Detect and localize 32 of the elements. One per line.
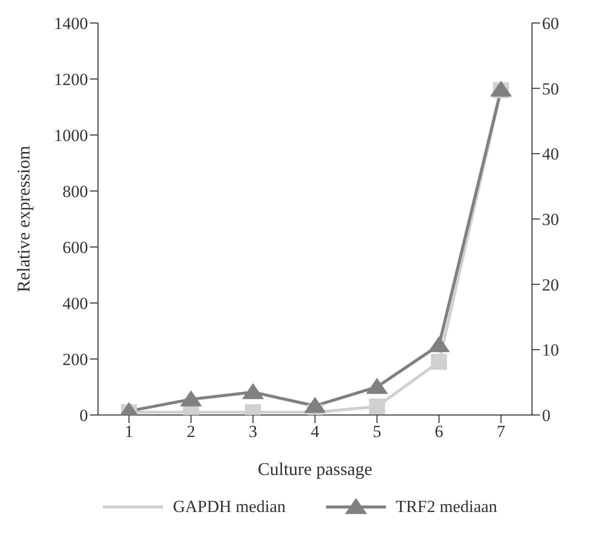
y2-tick-label: 40: [542, 144, 559, 164]
x-tick-label: 4: [310, 422, 320, 442]
y2-tick-label: 60: [542, 14, 559, 34]
point: [304, 396, 326, 413]
x-axis-title: Culture passage: [258, 459, 372, 479]
x-tick-label: 5: [372, 422, 382, 442]
point: [366, 378, 388, 394]
x-tick-label: 6: [434, 422, 444, 442]
y-tick-label: 1400: [54, 14, 88, 34]
y-axis-title: Relative expressiom: [13, 146, 34, 292]
point: [242, 383, 264, 400]
point: [490, 80, 512, 97]
y-tick-label: 600: [62, 238, 88, 258]
y2-tick-label: 0: [542, 406, 550, 426]
y2-tick-label: 30: [542, 210, 559, 230]
point: [428, 336, 450, 352]
y2-tick-label: 20: [542, 275, 559, 294]
x-tick-label: 1: [124, 422, 134, 442]
x-tick-label: 3: [248, 422, 258, 442]
legend-label: GAPDH median: [172, 497, 286, 517]
y-tick-label: 0: [80, 406, 88, 426]
x-tick-label: 2: [186, 422, 196, 442]
y2-tick-label: 50: [542, 79, 559, 98]
y-tick-label: 400: [62, 294, 88, 314]
y-tick-label: 1000: [54, 126, 88, 146]
x-tick-label: 7: [496, 422, 506, 442]
y-tick-label: 1200: [54, 70, 88, 90]
legend-label: TRF2 mediaan: [396, 497, 498, 517]
y2-tick-label: 10: [542, 340, 559, 360]
y-tick-label: 200: [62, 350, 88, 370]
point: [180, 390, 202, 406]
y-tick-label: 800: [62, 182, 88, 202]
